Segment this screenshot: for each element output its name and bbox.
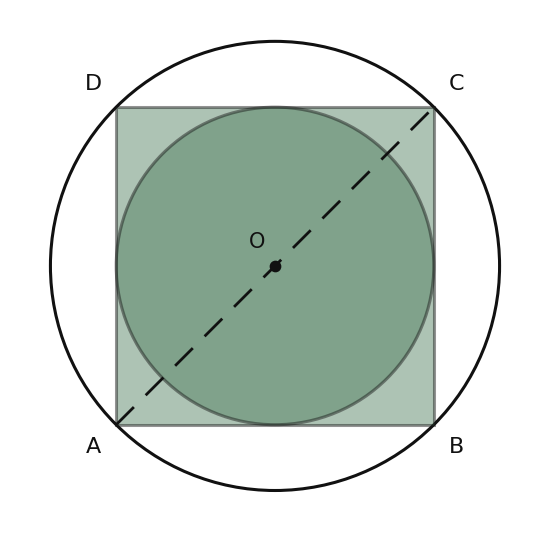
Circle shape — [116, 107, 434, 425]
Text: A: A — [86, 437, 101, 458]
Bar — [116, 107, 434, 425]
Text: C: C — [449, 74, 464, 95]
Point — [271, 262, 279, 271]
Text: B: B — [449, 437, 464, 458]
Text: O: O — [249, 232, 265, 252]
Text: D: D — [85, 74, 102, 95]
